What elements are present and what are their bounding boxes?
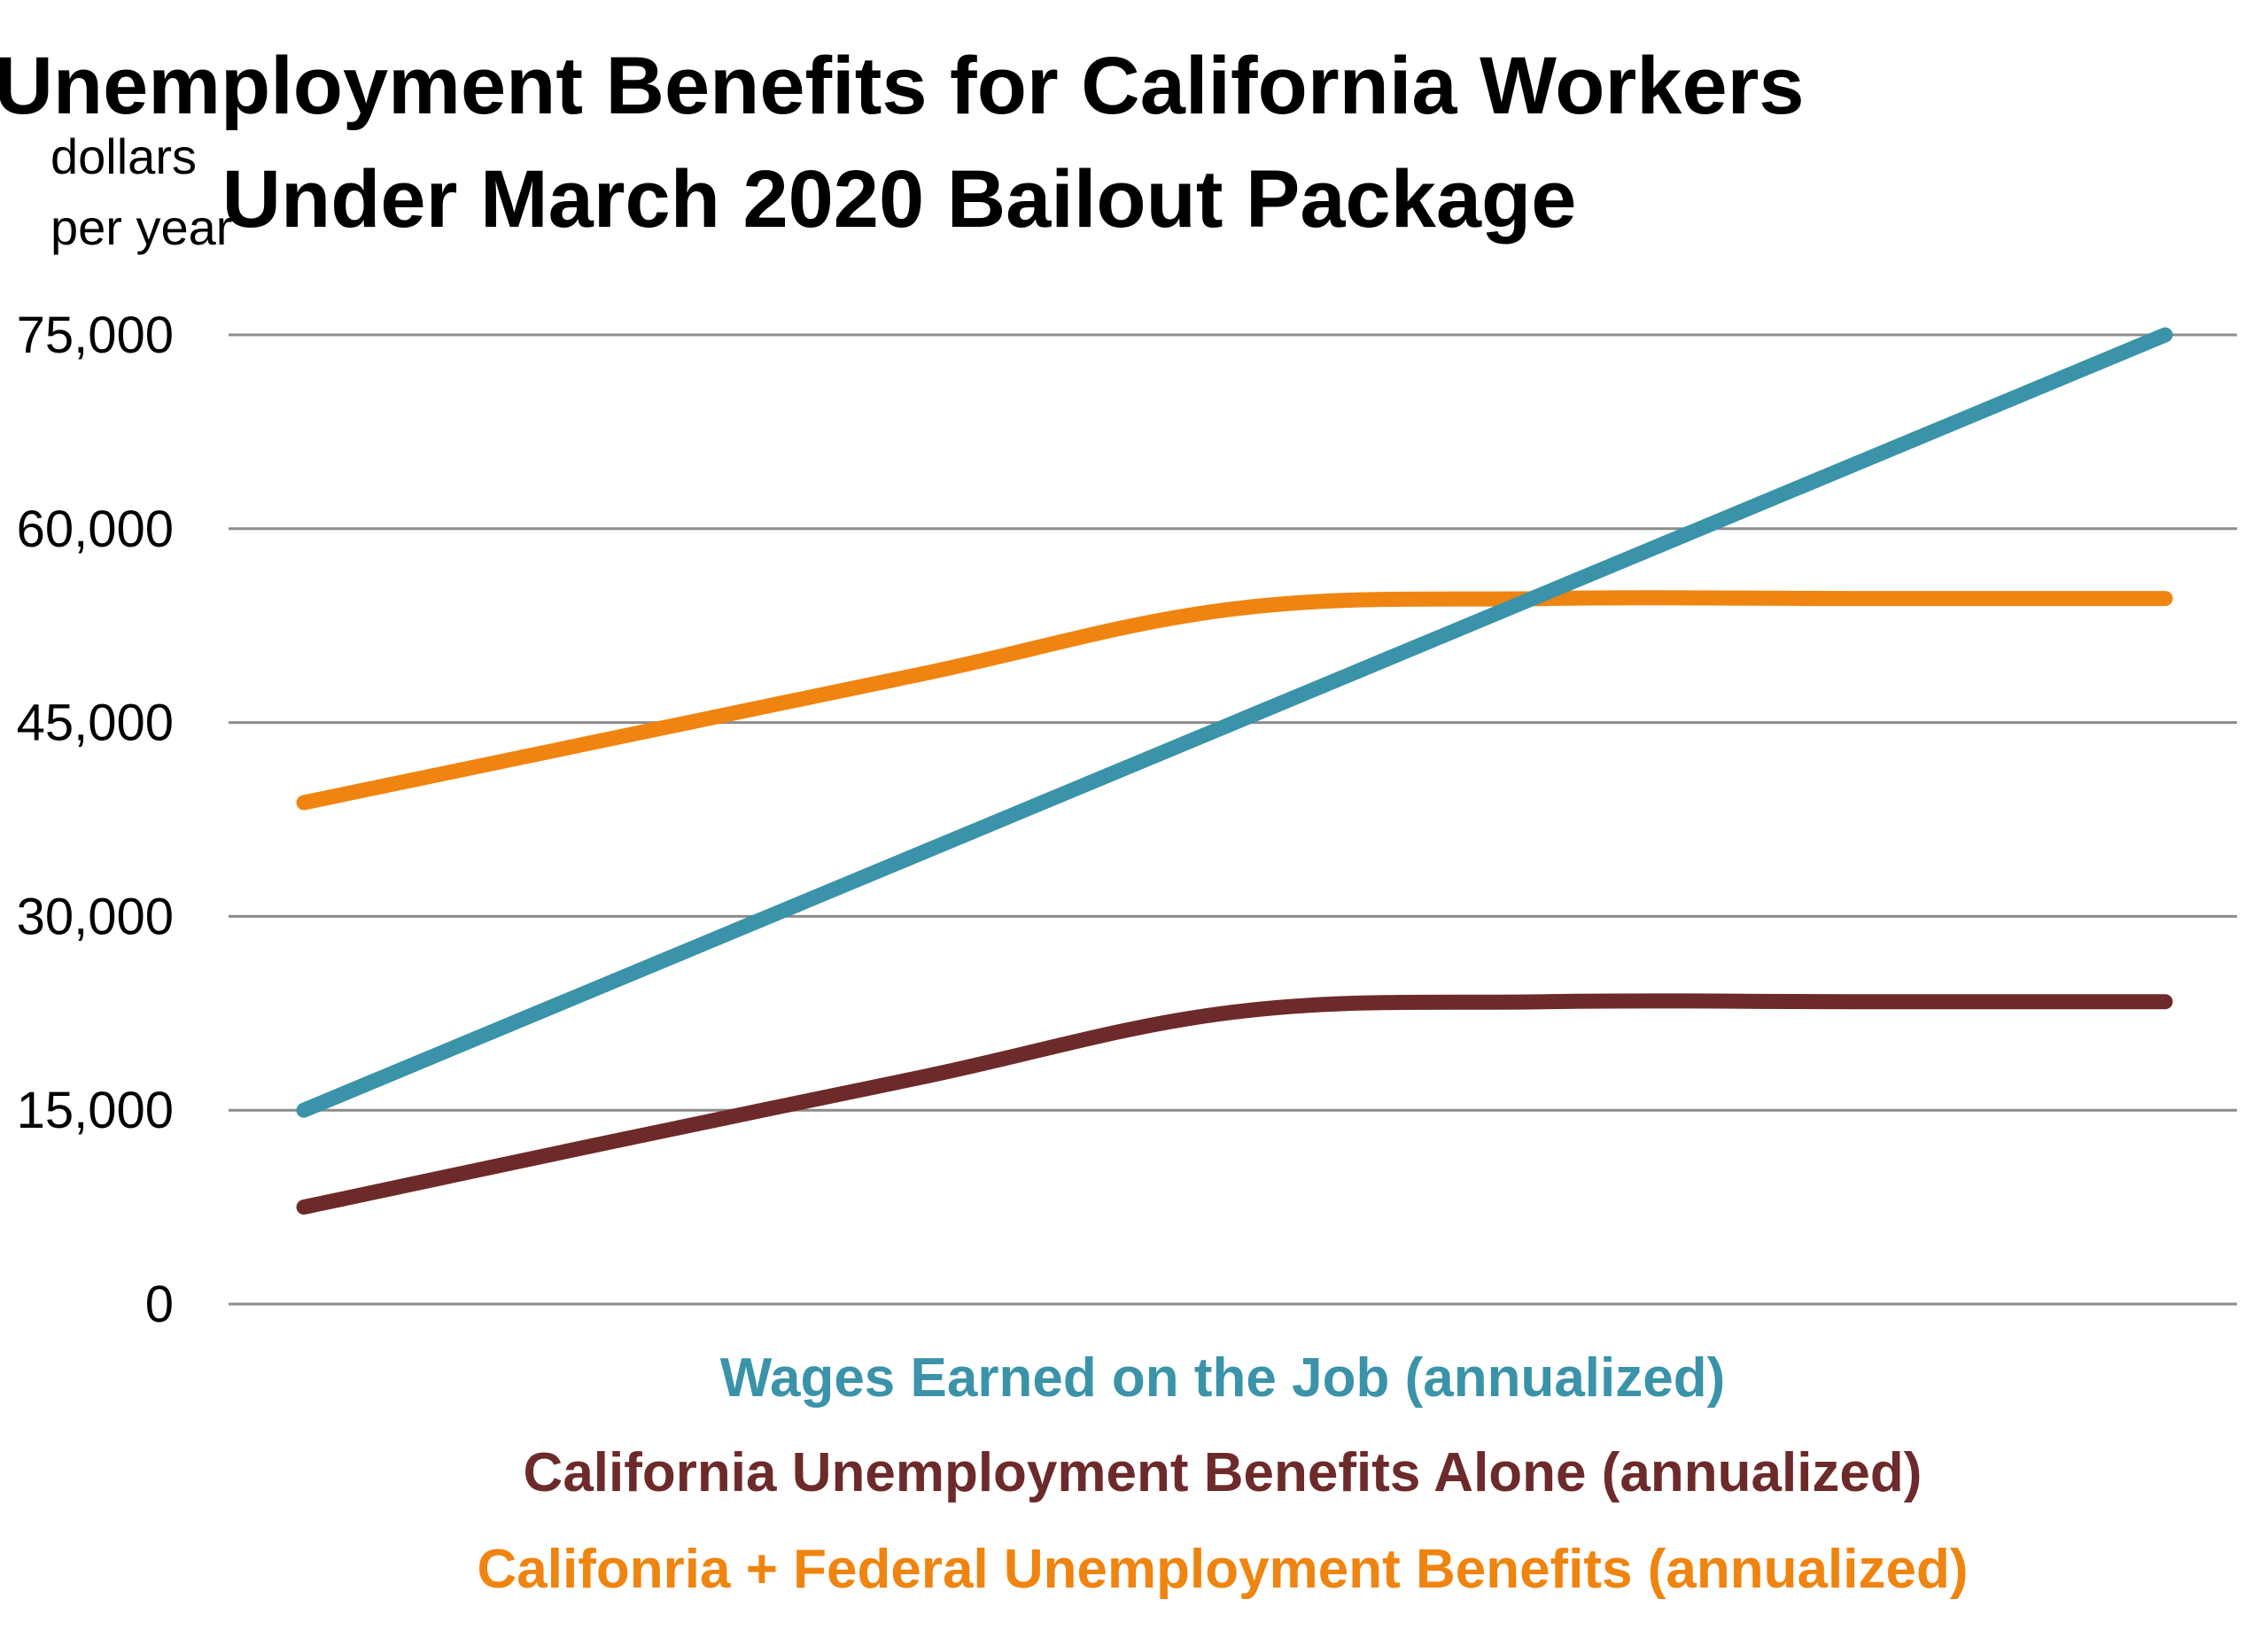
series-lines — [296, 327, 2173, 1215]
legend-entry: Wages Earned on the Job (annualized) — [720, 1347, 1726, 1409]
y-axis-label-line-2: per year — [50, 199, 232, 255]
legend-entry: Califonria + Federal Unemployment Benefi… — [478, 1539, 1969, 1600]
y-tick-label: 15,000 — [17, 1082, 174, 1139]
series-line-2 — [296, 993, 2173, 1215]
y-tick-label: 45,000 — [17, 695, 174, 752]
series-line-3 — [296, 590, 2173, 811]
y-tick-label: 30,000 — [17, 888, 174, 945]
y-tick-label: 0 — [145, 1276, 174, 1333]
chart-title-line-2: Under March 2020 Bailout Package — [222, 154, 1577, 245]
series-line-1 — [296, 327, 2173, 1118]
y-tick-label: 75,000 — [17, 307, 174, 364]
chart-title: Unemployment Benefits for California Wor… — [0, 41, 1805, 245]
y-tick-label: 60,000 — [17, 501, 174, 558]
y-axis-ticks: 0 15,000 30,000 45,000 60,000 75,000 — [17, 307, 174, 1333]
gridlines — [229, 333, 2237, 1306]
y-axis-label-line-1: dollars — [50, 128, 197, 184]
y-axis-label: dollars per year — [50, 128, 232, 255]
chart-title-line-1: Unemployment Benefits for California Wor… — [0, 41, 1805, 131]
legend: Wages Earned on the Job (annualized) Cali… — [478, 1347, 1969, 1600]
legend-entry: California Unemployment Benefits Alone (… — [524, 1442, 1922, 1503]
